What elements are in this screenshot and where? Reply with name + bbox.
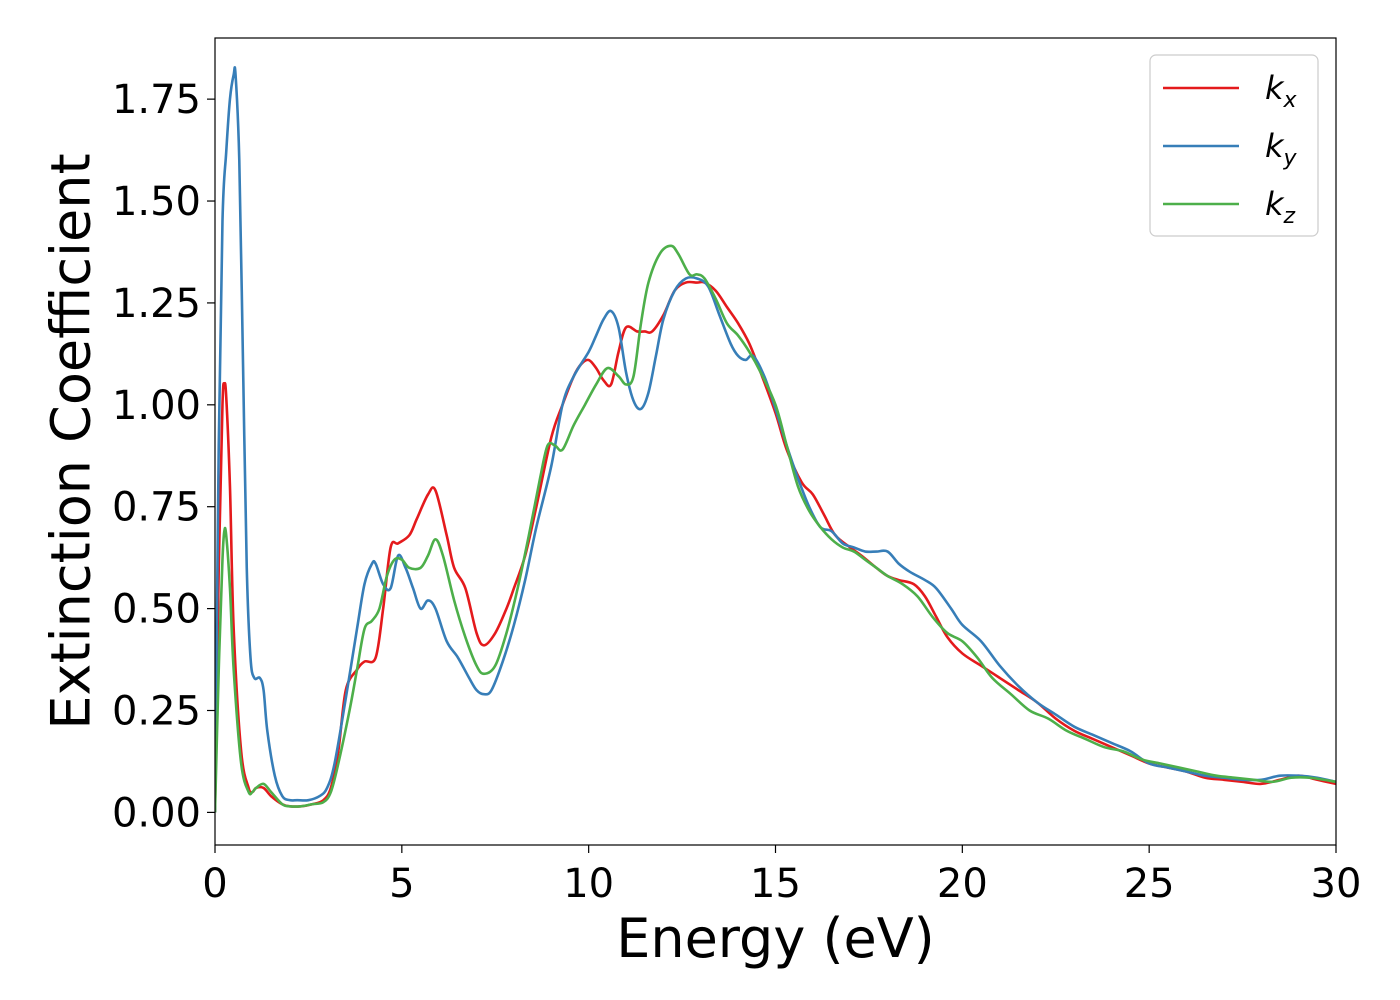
x-tick-label: 30 xyxy=(1311,861,1362,907)
x-tick-label: 0 xyxy=(202,861,227,907)
series-line-ky xyxy=(215,66,1336,813)
y-tick-label: 0.50 xyxy=(112,587,201,633)
y-tick-label: 1.50 xyxy=(112,179,201,225)
plot-frame xyxy=(214,37,1337,846)
legend: kx ky kz xyxy=(1149,54,1319,237)
y-tick-label: 0.75 xyxy=(112,485,201,531)
x-axis-label: Energy (eV) xyxy=(616,907,935,970)
x-tick-label: 20 xyxy=(937,861,988,907)
x-tick-label: 15 xyxy=(750,861,801,907)
y-tick-label: 1.75 xyxy=(112,77,201,123)
legend-label: kx xyxy=(1265,69,1298,113)
x-axis-ticks: 0 5 10 15 20 25 30 xyxy=(202,845,1361,907)
y-axis-ticks: 0.00 0.25 0.50 0.75 1.00 1.25 1.50 1.75 xyxy=(112,77,215,836)
y-tick-label: 0.25 xyxy=(112,689,201,735)
y-axis-label: Extinction Coefficient xyxy=(40,153,103,729)
series-layer xyxy=(215,66,1336,813)
y-tick-label: 1.00 xyxy=(112,383,201,429)
legend-label: kz xyxy=(1265,185,1296,229)
x-tick-label: 5 xyxy=(389,861,414,907)
legend-label: ky xyxy=(1265,127,1298,171)
y-tick-label: 0.00 xyxy=(112,790,201,836)
series-line-kx xyxy=(215,280,1336,813)
x-tick-label: 10 xyxy=(563,861,614,907)
series-line-kz xyxy=(215,244,1336,813)
y-tick-label: 1.25 xyxy=(112,281,201,327)
x-tick-label: 25 xyxy=(1124,861,1175,907)
